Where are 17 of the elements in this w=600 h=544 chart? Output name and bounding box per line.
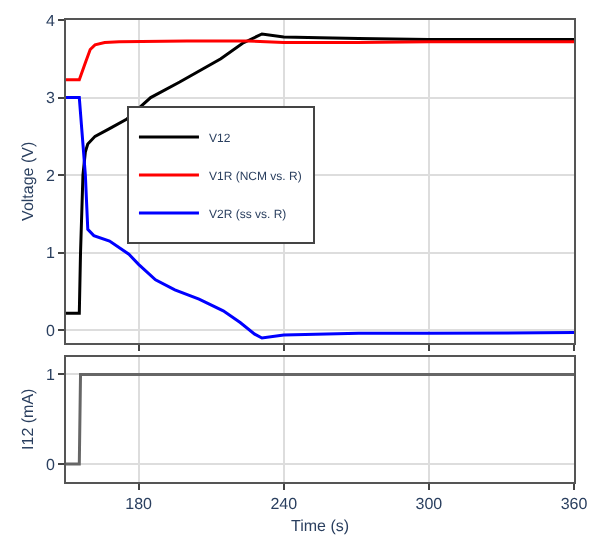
y-tick-label: 0 [45, 455, 56, 474]
y-axis-title: Voltage (V) [19, 141, 38, 221]
y-tick-label: 3 [45, 89, 56, 108]
x-tick-label: 300 [415, 495, 444, 514]
x-axis-title: Time (s) [290, 517, 350, 536]
line-series [66, 96, 574, 340]
y-axis-title: I12 (mA) [19, 387, 38, 450]
line-series [66, 39, 574, 82]
x-tick-label: 240 [270, 495, 299, 514]
line-series [66, 32, 574, 315]
x-tick-label: 360 [560, 495, 589, 514]
y-tick-label: 1 [45, 366, 56, 385]
y-tick-label: 2 [45, 166, 56, 185]
y-tick-label: 4 [45, 11, 56, 30]
x-tick-label: 180 [125, 495, 154, 514]
y-tick-label: 1 [45, 244, 56, 263]
y-tick-label: 0 [45, 321, 56, 340]
